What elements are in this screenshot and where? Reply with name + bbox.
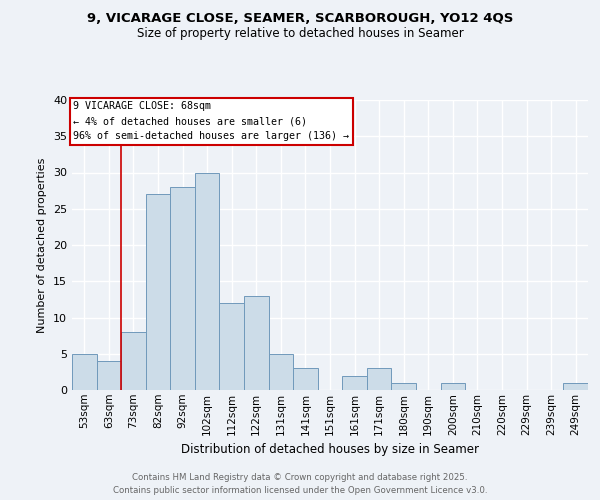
Bar (367, 368, 391, 390)
Bar (342, 376, 367, 390)
Bar (244, 296, 269, 390)
Bar (563, 383, 588, 390)
Text: Size of property relative to detached houses in Seamer: Size of property relative to detached ho… (137, 28, 463, 40)
Bar (293, 368, 318, 390)
Bar (440, 383, 465, 390)
Y-axis label: Number of detached properties: Number of detached properties (37, 158, 47, 332)
Bar (121, 332, 146, 390)
X-axis label: Distribution of detached houses by size in Seamer: Distribution of detached houses by size … (181, 443, 479, 456)
Bar (269, 354, 293, 390)
Bar (170, 187, 195, 390)
Text: Contains HM Land Registry data © Crown copyright and database right 2025.
Contai: Contains HM Land Registry data © Crown c… (113, 474, 487, 495)
Bar (72, 354, 97, 390)
Bar (391, 383, 416, 390)
Bar (195, 172, 220, 390)
Text: 9, VICARAGE CLOSE, SEAMER, SCARBOROUGH, YO12 4QS: 9, VICARAGE CLOSE, SEAMER, SCARBOROUGH, … (87, 12, 513, 26)
Bar (220, 303, 244, 390)
Bar (97, 361, 121, 390)
Text: 9 VICARAGE CLOSE: 68sqm
← 4% of detached houses are smaller (6)
96% of semi-deta: 9 VICARAGE CLOSE: 68sqm ← 4% of detached… (73, 102, 349, 141)
Bar (146, 194, 170, 390)
